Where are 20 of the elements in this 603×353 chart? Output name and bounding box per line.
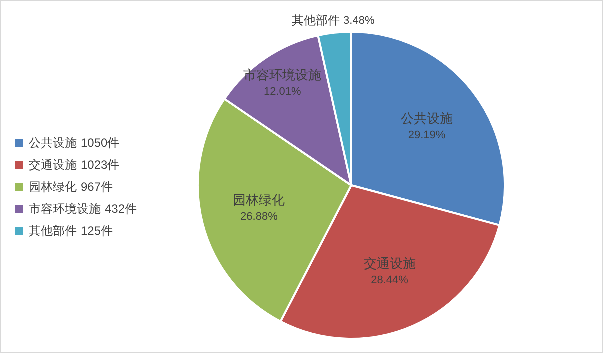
slice-label: 交通设施 bbox=[364, 256, 416, 272]
text: 26.88% bbox=[240, 210, 278, 223]
text: 12.01% bbox=[264, 86, 302, 98]
slice-label: 其他部件 bbox=[292, 13, 344, 28]
text: 29.19% bbox=[408, 130, 446, 142]
legend-label: 其他部件 bbox=[29, 222, 77, 240]
text: 28.44% bbox=[371, 274, 409, 287]
data-label: 1050件 bbox=[81, 134, 120, 152]
data-label: 432件 bbox=[105, 200, 138, 218]
slice-label: 公共设施 bbox=[401, 111, 454, 126]
data-label: 125件 bbox=[81, 222, 114, 240]
legend-label: 公共设施 bbox=[29, 134, 77, 152]
legend-label: 市容环境设施 bbox=[29, 200, 101, 218]
slice-label: 市容环境设施 bbox=[244, 67, 322, 82]
slice-label: 园林绿化 bbox=[233, 192, 286, 208]
data-label: 967件 bbox=[81, 178, 114, 196]
text: 3.48% bbox=[344, 15, 375, 28]
legend-label: 交通设施 bbox=[29, 156, 77, 174]
data-label: 1023件 bbox=[81, 156, 120, 174]
legend-label: 园林绿化 bbox=[29, 178, 77, 196]
